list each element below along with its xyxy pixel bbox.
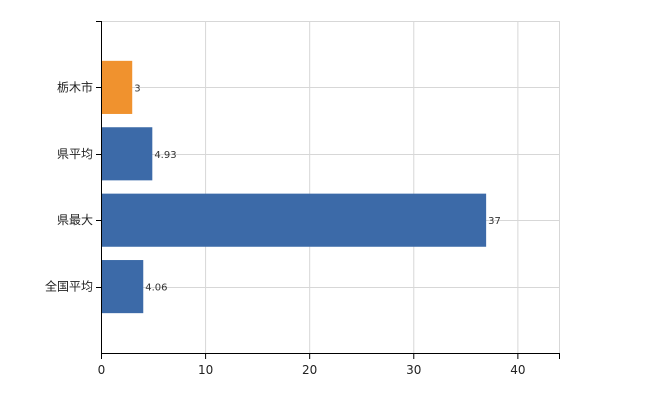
x-tick-label: 10	[198, 363, 213, 377]
x-tick-label: 40	[510, 363, 525, 377]
y-tick-label: 全国平均	[45, 279, 93, 294]
chart-grid	[101, 21, 560, 353]
data-label: 4.06	[145, 283, 167, 294]
x-tick-label: 0	[98, 363, 106, 377]
y-tick-label: 栃木市	[57, 79, 93, 94]
data-label: 3	[134, 83, 140, 94]
x-tick-label: 20	[302, 363, 317, 377]
bar	[101, 127, 153, 181]
chart-data-labels: 3 4.93 37 4.06	[134, 83, 501, 293]
bar	[101, 260, 144, 314]
bar	[101, 193, 487, 247]
x-tick-label: 30	[406, 363, 421, 377]
chart-bars	[101, 60, 487, 314]
bar	[101, 60, 133, 114]
y-tick-label: 県最大	[57, 213, 93, 227]
data-label: 37	[488, 216, 501, 227]
data-label: 4.93	[154, 150, 176, 161]
y-tick-label: 県平均	[57, 147, 93, 161]
